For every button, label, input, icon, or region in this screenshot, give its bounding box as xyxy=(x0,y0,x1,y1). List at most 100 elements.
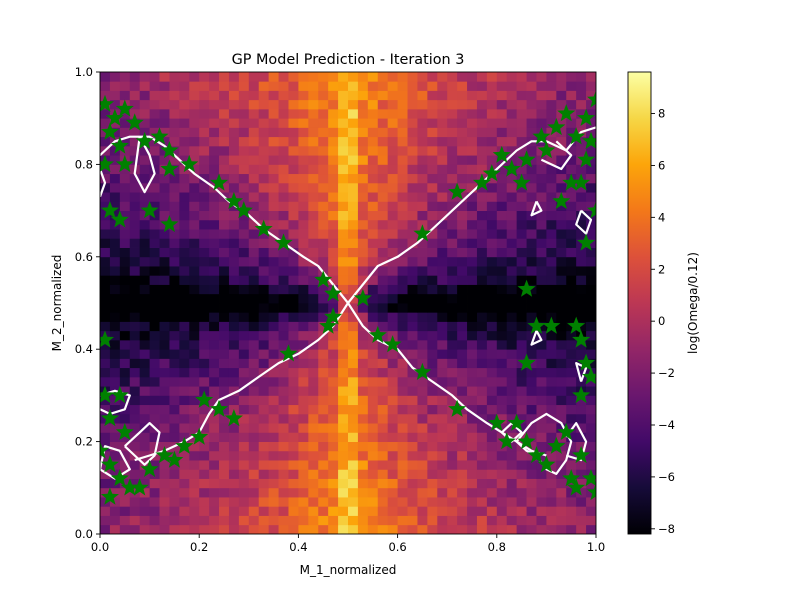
heatmap-cell xyxy=(476,229,488,239)
heatmap-cell xyxy=(228,182,240,193)
heatmap-cell xyxy=(516,349,527,359)
star-marker xyxy=(324,307,343,325)
heatmap-cell xyxy=(308,164,319,175)
heatmap-cell xyxy=(486,210,498,221)
heatmap-cell xyxy=(387,432,398,442)
heatmap-cell xyxy=(377,99,389,110)
heatmap-cell xyxy=(387,266,398,276)
heatmap-cell xyxy=(268,118,279,128)
heatmap-cell xyxy=(119,506,131,516)
heatmap-cell xyxy=(496,460,508,470)
heatmap-cell xyxy=(308,201,319,211)
colorbar-tick-label: −4 xyxy=(658,418,675,432)
heatmap-cell xyxy=(209,450,220,461)
heatmap-cell xyxy=(278,118,289,128)
heatmap-cell xyxy=(189,506,200,516)
heatmap-cell xyxy=(228,423,240,433)
heatmap-cell xyxy=(169,164,180,175)
heatmap-cell xyxy=(407,210,418,221)
heatmap-cell xyxy=(278,423,289,433)
heatmap-cell xyxy=(298,108,309,119)
heatmap-cell xyxy=(387,219,398,230)
heatmap-cell xyxy=(219,118,230,128)
heatmap-cell xyxy=(189,497,200,507)
heatmap-cell xyxy=(576,247,587,258)
heatmap-cell xyxy=(169,201,180,211)
colorbar-gradient xyxy=(628,72,651,534)
heatmap-cell xyxy=(348,524,359,534)
heatmap-cell xyxy=(298,284,309,295)
heatmap-cell xyxy=(228,404,240,415)
heatmap-cell xyxy=(149,210,160,221)
heatmap-cell xyxy=(308,275,319,285)
heatmap-cell xyxy=(258,72,270,82)
heatmap-cell xyxy=(367,312,379,322)
heatmap-cell xyxy=(348,441,359,452)
heatmap-cell xyxy=(476,358,488,369)
heatmap-cell xyxy=(526,376,537,387)
heatmap-cell xyxy=(387,293,398,304)
heatmap-cell xyxy=(298,127,309,138)
heatmap-cell xyxy=(437,386,448,396)
heatmap-cell xyxy=(338,173,349,184)
heatmap-cell xyxy=(288,201,299,211)
heatmap-cell xyxy=(457,524,468,534)
heatmap-cell xyxy=(189,173,200,184)
heatmap-cell xyxy=(338,515,349,526)
heatmap-cell xyxy=(338,155,349,165)
heatmap-cell xyxy=(367,201,379,211)
star-marker xyxy=(155,446,174,464)
heatmap-cell xyxy=(467,72,478,82)
heatmap-cell xyxy=(467,386,478,396)
heatmap-cell xyxy=(457,192,468,202)
heatmap-cell xyxy=(209,173,220,184)
heatmap-cell xyxy=(447,90,458,101)
heatmap-cell xyxy=(367,275,379,285)
heatmap-cell xyxy=(417,256,428,267)
heatmap-cell xyxy=(407,99,418,110)
heatmap-cell xyxy=(496,321,508,332)
heatmap-cell xyxy=(427,136,438,147)
heatmap-cell xyxy=(258,395,270,406)
heatmap-cell xyxy=(228,136,240,147)
heatmap-cell xyxy=(199,497,210,507)
star-marker xyxy=(110,469,129,487)
heatmap-cell xyxy=(586,321,596,332)
heatmap-cell xyxy=(397,524,408,534)
heatmap-cell xyxy=(526,303,537,313)
heatmap-cell xyxy=(328,192,339,202)
heatmap-cell xyxy=(209,72,220,82)
heatmap-cell xyxy=(556,155,567,165)
heatmap-cell xyxy=(179,293,190,304)
heatmap-cell xyxy=(447,256,458,267)
heatmap-cell xyxy=(109,238,121,248)
heatmap-cell xyxy=(476,506,488,516)
heatmap-cell xyxy=(516,469,527,479)
heatmap-cell xyxy=(427,266,438,276)
heatmap-cell xyxy=(199,450,210,461)
heatmap-cell xyxy=(219,460,230,470)
heatmap-cell xyxy=(486,229,498,239)
heatmap-cell xyxy=(496,192,508,202)
heatmap-cell xyxy=(457,349,468,359)
heatmap-cell xyxy=(427,432,438,442)
heatmap-cell xyxy=(298,395,309,406)
colorbar-tick-label: −6 xyxy=(658,470,675,484)
heatmap-cell xyxy=(139,395,150,406)
heatmap-cell xyxy=(516,423,527,433)
star-marker xyxy=(234,201,253,219)
heatmap-cell xyxy=(348,339,359,350)
heatmap-cell xyxy=(526,127,537,138)
heatmap-cell xyxy=(546,247,557,258)
heatmap-cell xyxy=(328,358,339,369)
heatmap-cell xyxy=(457,515,468,526)
heatmap-cell xyxy=(278,487,289,498)
heatmap-cell xyxy=(308,524,319,534)
heatmap-cell xyxy=(189,182,200,193)
heatmap-cell xyxy=(566,99,577,110)
heatmap-cell xyxy=(496,72,508,82)
heatmap-cell xyxy=(109,192,121,202)
heatmap-cell xyxy=(546,423,557,433)
heatmap-cell xyxy=(288,145,299,156)
heatmap-cell xyxy=(536,256,547,267)
